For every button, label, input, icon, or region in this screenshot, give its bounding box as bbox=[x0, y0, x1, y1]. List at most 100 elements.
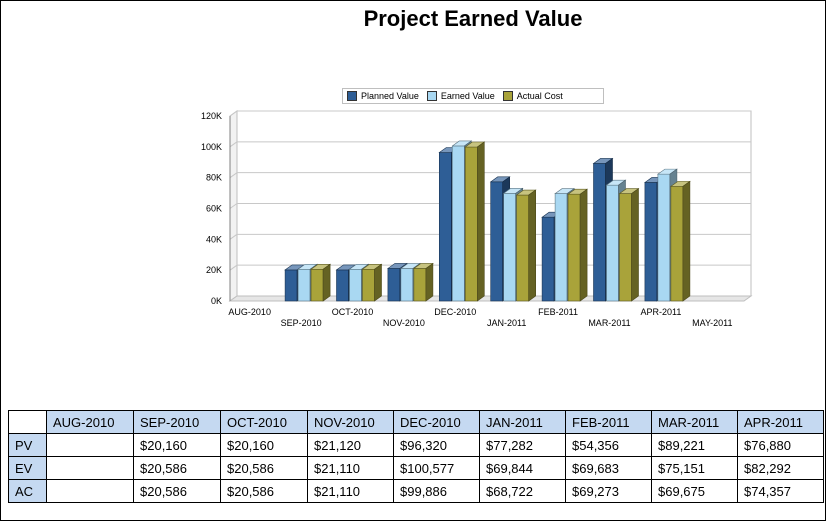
x-tick-label: DEC-2010 bbox=[434, 307, 476, 317]
bar bbox=[606, 184, 619, 302]
table-cell: $21,110 bbox=[307, 479, 394, 503]
row-label-pv: PV bbox=[8, 433, 47, 457]
x-tick-label: APR-2011 bbox=[640, 307, 681, 317]
bar bbox=[670, 186, 684, 302]
gridline bbox=[229, 110, 238, 117]
legend-label-planned-value: Planned Value bbox=[361, 91, 419, 101]
x-tick-label: MAY-2011 bbox=[692, 318, 732, 328]
table-row-ac: AC $20,586 $20,586 $21,110 $99,886 $68,7… bbox=[8, 479, 824, 503]
table-cell: $69,683 bbox=[565, 456, 652, 480]
bar bbox=[657, 173, 671, 302]
chart-legend: Planned Value Earned Value Actual Cost bbox=[342, 88, 604, 104]
gridline bbox=[229, 264, 238, 271]
y-tick-label: 60K bbox=[206, 204, 222, 214]
table-header-feb-2011: FEB-2011 bbox=[565, 410, 652, 434]
bar-side bbox=[682, 180, 691, 302]
bar bbox=[310, 268, 324, 302]
table-cell: $77,282 bbox=[479, 433, 566, 457]
table-cell: $20,586 bbox=[133, 479, 221, 503]
bar-side bbox=[476, 141, 485, 302]
bar bbox=[400, 268, 414, 302]
bar-side bbox=[631, 188, 639, 302]
y-tick-label: 80K bbox=[206, 173, 222, 183]
bar-side bbox=[579, 188, 588, 302]
table-row-pv: PV $20,160 $20,160 $21,120 $96,320 $77,2… bbox=[8, 433, 824, 457]
x-tick-label: MAR-2011 bbox=[588, 318, 630, 328]
table-cell: $89,221 bbox=[651, 433, 738, 457]
table-row-ev: EV $20,586 $20,586 $21,110 $100,577 $69,… bbox=[8, 456, 824, 480]
gridline bbox=[229, 203, 238, 209]
bar bbox=[451, 145, 465, 302]
table-header-oct-2010: OCT-2010 bbox=[220, 410, 308, 434]
table-header-dec-2010: DEC-2010 bbox=[393, 410, 480, 434]
y-tick-label: 20K bbox=[206, 265, 222, 275]
table-cell: $69,273 bbox=[565, 479, 652, 503]
bar bbox=[567, 193, 581, 302]
bar bbox=[362, 268, 375, 302]
y-tick-label: 40K bbox=[206, 234, 222, 244]
legend-swatch-earned-value bbox=[426, 91, 437, 101]
legend-entry-planned-value: Planned Value bbox=[347, 91, 419, 101]
bar-side bbox=[528, 189, 537, 302]
chart-title: Project Earned Value bbox=[363, 6, 583, 31]
bar bbox=[336, 269, 349, 302]
y-tick-label: 120K bbox=[201, 111, 222, 121]
bar-chart: 0K 20K 40K 60K 80K 100K 120K AUG-2010 SEP-2010 OC… bbox=[201, 110, 753, 328]
values-table: AUG-2010 SEP-2010 OCT-2010 NOV-2010 DEC-… bbox=[8, 410, 824, 503]
table-header-row: AUG-2010 SEP-2010 OCT-2010 NOV-2010 DEC-… bbox=[8, 410, 824, 434]
x-tick-label: AUG-2010 bbox=[228, 307, 271, 317]
bar bbox=[387, 268, 401, 302]
bar bbox=[413, 268, 427, 302]
table-cell: $69,844 bbox=[479, 456, 566, 480]
legend-label-earned-value: Earned Value bbox=[440, 91, 495, 101]
legend-entry-earned-value: Earned Value bbox=[426, 91, 495, 101]
table-header-nov-2010: NOV-2010 bbox=[307, 410, 394, 434]
table-cell: $20,586 bbox=[133, 456, 221, 480]
bar bbox=[284, 269, 298, 302]
legend-entry-actual-cost: Actual Cost bbox=[502, 91, 563, 101]
table-cell: $20,586 bbox=[220, 479, 308, 503]
y-tick-label: 100K bbox=[201, 142, 222, 152]
bar bbox=[464, 146, 478, 302]
table-header-aug-2010: AUG-2010 bbox=[46, 410, 134, 434]
table-cell: $68,722 bbox=[479, 479, 566, 503]
table-cell: $100,577 bbox=[393, 456, 480, 480]
row-label-ev: EV bbox=[8, 456, 47, 480]
table-cell bbox=[46, 479, 134, 503]
table-cell: $20,160 bbox=[133, 433, 221, 457]
gridline bbox=[229, 172, 238, 179]
table-header-apr-2011: APR-2011 bbox=[737, 410, 824, 434]
table-cell: $20,160 bbox=[220, 433, 308, 457]
bar bbox=[503, 193, 517, 302]
bar bbox=[490, 181, 504, 302]
gridline bbox=[229, 233, 238, 240]
bar bbox=[349, 268, 362, 302]
bar bbox=[516, 194, 530, 302]
bar bbox=[541, 216, 555, 302]
bar bbox=[554, 193, 568, 302]
table-cell: $99,886 bbox=[393, 479, 480, 503]
x-tick-label: SEP-2010 bbox=[281, 318, 322, 328]
table-cell: $20,586 bbox=[220, 456, 308, 480]
table-cell: $54,356 bbox=[565, 433, 652, 457]
table-cell: $76,880 bbox=[737, 433, 824, 457]
table-cell: $21,120 bbox=[307, 433, 394, 457]
table-cell: $69,675 bbox=[651, 479, 738, 503]
table-cell: $75,151 bbox=[651, 456, 738, 480]
table-cell: $74,357 bbox=[737, 479, 824, 503]
bar-side bbox=[322, 263, 331, 302]
bar bbox=[593, 163, 606, 302]
table-header-sep-2010: SEP-2010 bbox=[133, 410, 221, 434]
x-tick-label: OCT-2010 bbox=[332, 307, 374, 317]
bar bbox=[438, 152, 452, 302]
gridline bbox=[229, 141, 238, 148]
bar bbox=[644, 182, 658, 302]
table-cell: $96,320 bbox=[393, 433, 480, 457]
bar bbox=[619, 193, 632, 302]
table-header-mar-2011: MAR-2011 bbox=[651, 410, 738, 434]
table-cell bbox=[46, 456, 134, 480]
table-cell bbox=[46, 433, 134, 457]
x-tick-label: JAN-2011 bbox=[487, 318, 526, 328]
bar-side bbox=[374, 263, 382, 302]
bar-side bbox=[425, 262, 434, 302]
